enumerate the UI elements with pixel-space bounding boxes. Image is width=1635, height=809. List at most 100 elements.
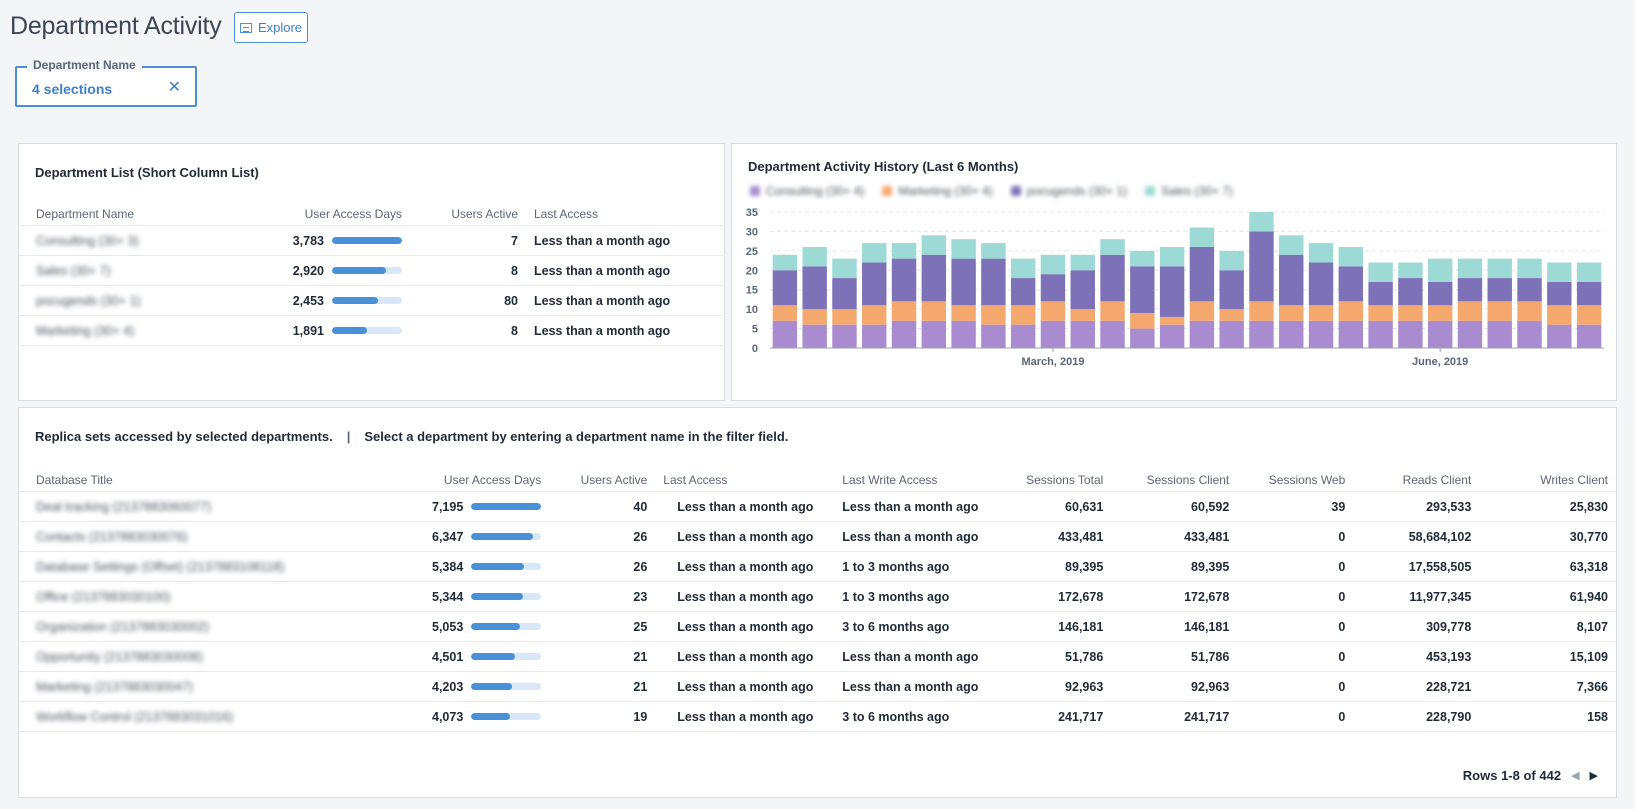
col-users-active[interactable]: Users Active <box>451 207 518 221</box>
bar-segment[interactable] <box>1010 305 1036 325</box>
bar-segment[interactable] <box>1130 328 1155 348</box>
bar-segment[interactable] <box>1279 320 1304 348</box>
bar-segment[interactable] <box>981 243 1006 259</box>
legend-item[interactable]: Marketing (30+ 4) <box>882 184 993 198</box>
bar-segment[interactable] <box>802 309 827 325</box>
bar-segment[interactable] <box>1368 262 1393 282</box>
bar-segment[interactable] <box>802 266 827 310</box>
bar-segment[interactable] <box>1457 301 1483 321</box>
database-title[interactable]: Organization (2137883030002) <box>36 619 210 634</box>
bar-segment[interactable] <box>1368 320 1393 348</box>
bar-segment[interactable] <box>1487 320 1512 348</box>
bar-segment[interactable] <box>1189 227 1215 247</box>
bar-segment[interactable] <box>1100 239 1125 255</box>
department-name-cell[interactable]: Sales (30+ 7) <box>19 255 194 286</box>
bar-segment[interactable] <box>1040 274 1066 302</box>
database-title-cell[interactable]: Contacts (2137883030076) <box>19 521 424 552</box>
bar-segment[interactable] <box>1189 246 1215 302</box>
legend-item[interactable]: pocugends (30+ 1) <box>1010 184 1127 198</box>
bar-segment[interactable] <box>1070 254 1095 271</box>
bar-segment[interactable] <box>1130 313 1155 329</box>
database-title[interactable]: Contacts (2137883030076) <box>36 529 188 544</box>
bar-segment[interactable] <box>1427 281 1453 306</box>
bar-segment[interactable] <box>981 258 1006 306</box>
filter-value[interactable]: 4 selections <box>32 81 113 97</box>
table-row[interactable]: pocugends (30+ 1) 2,453 80 Less than a mont… <box>19 285 725 316</box>
bar-segment[interactable] <box>1517 320 1542 348</box>
database-title[interactable]: Database Settings (Offset) (213788310811… <box>36 559 285 574</box>
bar-segment[interactable] <box>1189 320 1215 348</box>
bar-segment[interactable] <box>1427 258 1453 282</box>
bar-segment[interactable] <box>802 324 827 348</box>
database-title[interactable]: Marketing (2137883030047) <box>36 679 194 694</box>
table-row[interactable]: Organization (2137883030002) 5,053 25 Less … <box>19 611 1616 642</box>
bar-segment[interactable] <box>772 320 798 348</box>
bar-segment[interactable] <box>1040 320 1066 348</box>
bar-segment[interactable] <box>1219 309 1244 321</box>
bar-segment[interactable] <box>1517 258 1542 279</box>
table-row[interactable]: Contacts (2137883030076) 6,347 26 Less than… <box>19 521 1616 552</box>
col-database-title[interactable]: Database Title <box>36 473 113 487</box>
bar-segment[interactable] <box>1010 278 1036 306</box>
bar-segment[interactable] <box>1576 305 1602 325</box>
bar-segment[interactable] <box>1308 243 1334 263</box>
table-row[interactable]: Opportunity (2137883030008) 4,501 21 Less t… <box>19 641 1616 672</box>
bar-segment[interactable] <box>1159 246 1185 267</box>
bar-segment[interactable] <box>1398 262 1423 279</box>
bar-segment[interactable] <box>1338 320 1364 348</box>
department-name-cell[interactable]: Marketing (30+ 4) <box>19 315 194 346</box>
bar-segment[interactable] <box>1249 231 1274 302</box>
department-name-cell[interactable]: pocugends (30+ 1) <box>19 285 194 316</box>
bar-segment[interactable] <box>772 254 798 271</box>
bar-segment[interactable] <box>1219 320 1244 348</box>
legend-item[interactable]: Consulting (30+ 4) <box>750 184 864 198</box>
bar-segment[interactable] <box>862 262 887 306</box>
bar-segment[interactable] <box>921 320 947 348</box>
bar-segment[interactable] <box>1130 250 1155 267</box>
bar-segment[interactable] <box>1159 324 1185 348</box>
bar-segment[interactable] <box>1040 254 1066 275</box>
col-last-write-access[interactable]: Last Write Access <box>842 473 938 487</box>
col-writes-client[interactable]: Writes Client <box>1540 473 1608 487</box>
bar-segment[interactable] <box>1249 320 1274 348</box>
bar-segment[interactable] <box>921 254 947 302</box>
bar-segment[interactable] <box>891 301 917 321</box>
legend-item[interactable]: Sales (30+ 7) <box>1145 184 1233 198</box>
database-title[interactable]: Opportunity (2137883030008) <box>36 649 203 664</box>
col-sessions-web[interactable]: Sessions Web <box>1268 473 1346 487</box>
bar-segment[interactable] <box>1279 254 1304 306</box>
database-title-cell[interactable]: Deal tracking (2137883060077) <box>19 491 424 522</box>
bar-segment[interactable] <box>1457 320 1483 348</box>
bar-segment[interactable] <box>1547 305 1572 325</box>
bar-segment[interactable] <box>1279 305 1304 321</box>
col-reads-client[interactable]: Reads Client <box>1402 473 1472 487</box>
database-title[interactable]: Office (2137883030100) <box>36 589 171 604</box>
table-row[interactable]: Marketing (2137883030047) 4,203 21 Less tha… <box>19 671 1616 702</box>
bar-segment[interactable] <box>891 258 917 302</box>
bar-segment[interactable] <box>1308 320 1334 348</box>
table-row[interactable]: Office (2137883030100) 5,344 23 Less than a… <box>19 581 1616 612</box>
bar-segment[interactable] <box>772 305 798 321</box>
bar-segment[interactable] <box>1576 324 1602 348</box>
table-row[interactable]: Marketing (30+ 4) 1,891 8 Less than a month… <box>19 315 725 346</box>
bar-segment[interactable] <box>891 243 917 259</box>
bar-segment[interactable] <box>832 258 857 279</box>
table-row[interactable]: Workflow Control (2137883031016) 4,073 19 L… <box>19 701 1616 732</box>
bar-segment[interactable] <box>1517 301 1542 321</box>
department-name[interactable]: pocugends (30+ 1) <box>36 293 141 308</box>
col-user-access-days[interactable]: User Access Days <box>304 207 402 221</box>
bar-segment[interactable] <box>1189 301 1215 321</box>
database-title-cell[interactable]: Database Settings (Offset) (213788310811… <box>19 551 424 582</box>
col-sessions-total[interactable]: Sessions Total <box>1026 473 1104 487</box>
department-name[interactable]: Consulting (30+ 3) <box>36 233 139 248</box>
bar-segment[interactable] <box>1487 258 1512 279</box>
bar-segment[interactable] <box>1487 278 1512 302</box>
bar-segment[interactable] <box>1010 258 1036 279</box>
bar-segment[interactable] <box>802 246 827 267</box>
bar-segment[interactable] <box>772 270 798 306</box>
bar-segment[interactable] <box>832 309 857 325</box>
bar-segment[interactable] <box>1249 301 1274 321</box>
bar-segment[interactable] <box>1547 324 1572 348</box>
department-name[interactable]: Marketing (30+ 4) <box>36 323 135 338</box>
bar-segment[interactable] <box>1219 250 1244 271</box>
